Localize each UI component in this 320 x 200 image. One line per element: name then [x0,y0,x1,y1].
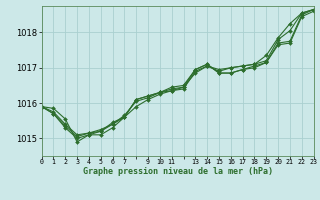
X-axis label: Graphe pression niveau de la mer (hPa): Graphe pression niveau de la mer (hPa) [83,167,273,176]
